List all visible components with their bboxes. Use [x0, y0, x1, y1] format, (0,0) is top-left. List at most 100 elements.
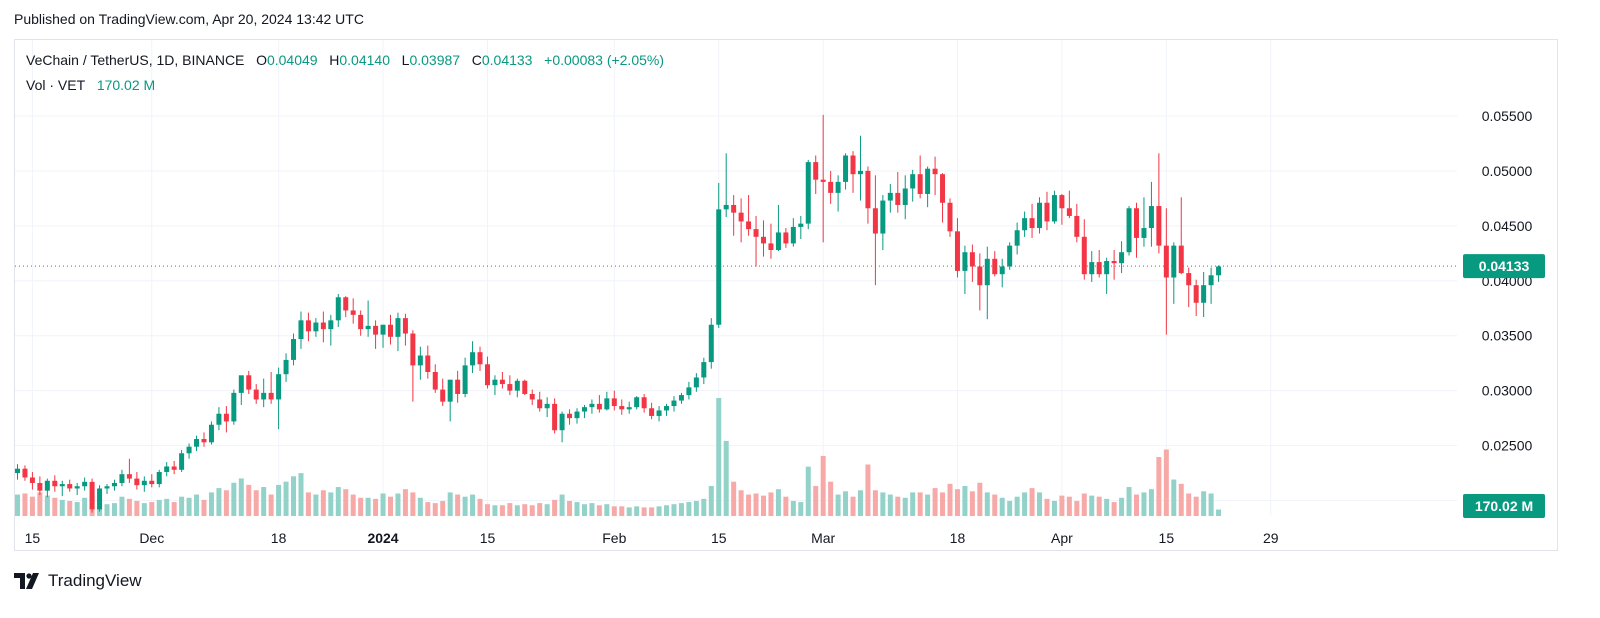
chart-frame[interactable] [14, 39, 1558, 551]
volume-bar [746, 494, 752, 516]
candle-body [1066, 208, 1072, 216]
volume-bar [52, 497, 58, 516]
volume-bar [313, 494, 319, 516]
volume-bar [358, 497, 364, 516]
candle-body [768, 243, 774, 251]
candle-body [1029, 218, 1035, 229]
volume-bar [74, 502, 80, 516]
candle-body [29, 477, 35, 483]
volume-bar [902, 497, 908, 516]
time-tick-label: 2024 [367, 530, 398, 546]
candle-body [52, 480, 58, 487]
candle-body [365, 325, 371, 330]
volume-bar [1044, 498, 1050, 516]
volume-bar [537, 503, 543, 516]
candle-body [320, 322, 326, 330]
volume-bar [880, 492, 886, 516]
candle-body [686, 387, 692, 396]
candle-body [969, 252, 975, 267]
volume-bar [820, 455, 826, 516]
candle-body [328, 320, 334, 330]
volume-bar [365, 497, 371, 516]
candle-body [567, 413, 573, 419]
candle-body [1148, 206, 1154, 229]
candle-body [910, 174, 916, 189]
candle-body [1178, 245, 1184, 274]
candle-body [44, 480, 50, 491]
candle-body [925, 168, 931, 194]
volume-legend: Vol · VET 170.02 M [26, 77, 155, 93]
candle-body [962, 252, 968, 271]
candle-body [664, 406, 670, 411]
candle-body [440, 389, 446, 402]
time-tick-label: 15 [1159, 530, 1175, 546]
volume-bar [671, 504, 677, 516]
time-tick-label: Dec [139, 530, 164, 546]
candle-body [731, 204, 737, 213]
volume-badge-label: 170.02 M [1475, 498, 1533, 514]
volume-bar [231, 482, 237, 516]
candle-body [141, 480, 147, 486]
candle-body [552, 403, 558, 431]
volume-bar [940, 492, 946, 516]
volume-bar [447, 492, 453, 516]
volume-bar [559, 494, 565, 516]
candle-body [619, 406, 625, 410]
tradingview-logo-icon [14, 573, 39, 589]
volume-bar [723, 440, 729, 516]
volume-bar [619, 506, 625, 516]
candle-body [947, 202, 953, 232]
candle-body [1119, 252, 1125, 264]
candle-body [865, 170, 871, 209]
candle-body [74, 486, 80, 489]
volume-bar [29, 496, 35, 516]
candle-body [462, 365, 468, 394]
candle-body [1186, 273, 1192, 286]
tradingview-logo[interactable]: TradingView [14, 571, 142, 591]
candle-body [470, 352, 476, 366]
volume-bar [529, 505, 535, 516]
volume-bar [1171, 479, 1177, 516]
candle-body [358, 314, 364, 330]
volume-bar [567, 500, 573, 516]
candle-body [701, 362, 707, 378]
volume-bar [649, 507, 655, 516]
volume-bar [1126, 487, 1132, 516]
volume-bar [380, 493, 386, 516]
candle-body [716, 209, 722, 325]
candle-body [1059, 195, 1065, 209]
candle-body [522, 380, 528, 394]
volume-bar [686, 502, 692, 516]
volume-bar [895, 496, 901, 516]
volume-bar [305, 492, 311, 516]
candle-body [984, 258, 990, 286]
candle-body [82, 481, 88, 487]
volume-bar [156, 499, 162, 516]
volume-bar [641, 507, 647, 516]
volume-bar [186, 497, 192, 516]
candle-body [641, 397, 647, 409]
candle-body [380, 324, 386, 335]
time-tick-label: 15 [711, 530, 727, 546]
candle-body [954, 231, 960, 271]
candle-body [1216, 266, 1222, 276]
volume-bar [507, 503, 513, 516]
volume-bar [932, 488, 938, 516]
volume-bar [917, 492, 923, 516]
volume-bar [589, 503, 595, 516]
volume-bar [992, 494, 998, 516]
open-label: O [256, 52, 267, 68]
volume-bar [216, 488, 222, 516]
candle-body [887, 192, 893, 201]
volume-bar [805, 466, 811, 516]
volume-bar [477, 498, 483, 516]
candle-body [268, 392, 274, 400]
volume-bar [291, 476, 297, 516]
volume-bar [1134, 494, 1139, 516]
volume-bar [850, 496, 856, 516]
candle-body [246, 375, 252, 390]
volume-bar [604, 504, 610, 516]
volume-bar [738, 490, 744, 516]
volume-bar [954, 489, 960, 516]
